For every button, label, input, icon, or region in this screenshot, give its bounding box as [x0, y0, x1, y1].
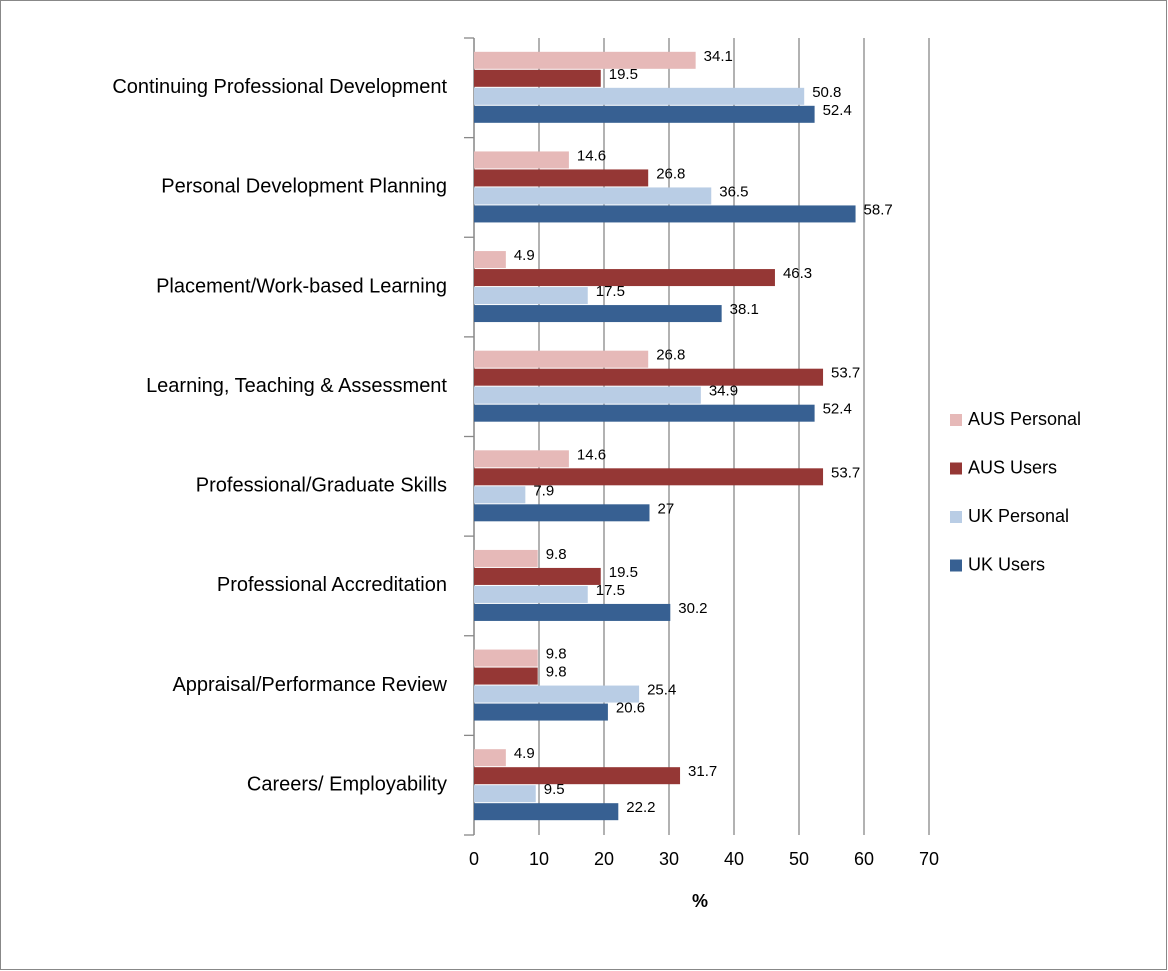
value-label: 26.8: [656, 165, 685, 182]
value-label: 9.8: [546, 546, 567, 563]
legend-label: AUS Users: [968, 457, 1057, 477]
bar: [474, 151, 569, 169]
value-label: 30.2: [678, 600, 707, 617]
value-label: 34.9: [709, 383, 738, 400]
value-label: 52.4: [823, 102, 852, 119]
legend-swatch: [950, 559, 962, 572]
bar: [474, 685, 640, 703]
value-label: 22.2: [626, 799, 655, 816]
value-label: 58.7: [864, 201, 893, 218]
x-tick-label: 30: [659, 849, 679, 869]
bar: [474, 468, 824, 486]
value-label: 17.5: [596, 582, 625, 599]
legend-swatch: [950, 462, 962, 475]
x-tick-label: 0: [469, 849, 479, 869]
y-tick-label: Learning, Teaching & Assessment: [146, 375, 447, 397]
bar: [474, 486, 526, 504]
legend-label: UK Personal: [968, 506, 1069, 526]
value-label: 19.5: [609, 564, 638, 581]
bar: [474, 567, 601, 585]
y-tick-label: Professional Accreditation: [217, 574, 447, 596]
value-label: 25.4: [647, 682, 676, 699]
value-label: 34.1: [704, 48, 733, 65]
value-label: 20.6: [616, 700, 645, 717]
x-tick-label: 40: [724, 849, 744, 869]
legend-label: AUS Personal: [968, 409, 1081, 429]
bar: [474, 305, 722, 323]
value-label: 53.7: [831, 464, 860, 481]
value-label: 50.8: [812, 84, 841, 101]
bar: [474, 585, 588, 603]
value-label: 26.8: [656, 347, 685, 364]
value-label: 9.8: [546, 664, 567, 681]
x-axis-label: %: [692, 891, 708, 911]
legend-swatch: [950, 511, 962, 523]
bar: [474, 350, 649, 368]
value-label: 9.5: [544, 781, 565, 798]
value-label: 4.9: [514, 745, 535, 762]
y-tick-label: Appraisal/Performance Review: [172, 674, 447, 696]
bar: [474, 667, 538, 685]
bar: [474, 785, 536, 803]
value-label: 9.8: [546, 646, 567, 663]
bar: [474, 251, 506, 269]
value-label: 19.5: [609, 66, 638, 83]
bar: [474, 205, 856, 223]
legend-label: UK Users: [968, 554, 1045, 574]
y-tick-label: Placement/Work-based Learning: [156, 275, 447, 297]
bar: [474, 749, 506, 767]
x-tick-label: 70: [919, 849, 939, 869]
bar: [474, 603, 671, 621]
value-label: 52.4: [823, 401, 852, 418]
x-tick-label: 20: [594, 849, 614, 869]
legend-swatch: [950, 414, 962, 426]
value-label: 7.9: [533, 482, 554, 499]
bar: [474, 649, 538, 667]
bar: [474, 87, 805, 105]
y-tick-label: Personal Development Planning: [161, 176, 447, 198]
bar: [474, 368, 824, 386]
y-tick-label: Professional/Graduate Skills: [196, 475, 447, 497]
value-label: 14.6: [577, 147, 606, 164]
value-label: 31.7: [688, 763, 717, 780]
value-label: 46.3: [783, 265, 812, 282]
value-label: 38.1: [730, 301, 759, 318]
bar: [474, 767, 681, 785]
value-label: 14.6: [577, 446, 606, 463]
bar: [474, 69, 601, 87]
x-tick-label: 50: [789, 849, 809, 869]
bar: [474, 803, 619, 821]
bar: [474, 703, 608, 721]
bar: [474, 549, 538, 567]
x-tick-label: 10: [529, 849, 549, 869]
y-tick-label: Continuing Professional Development: [112, 76, 447, 98]
bar: [474, 504, 650, 522]
value-label: 4.9: [514, 247, 535, 264]
bar: [474, 51, 696, 69]
bar: [474, 404, 815, 422]
value-label: 36.5: [719, 183, 748, 200]
y-tick-label: Careers/ Employability: [247, 773, 447, 795]
bar: [474, 450, 569, 468]
bar: [474, 287, 588, 305]
bar: [474, 187, 712, 205]
value-label: 17.5: [596, 283, 625, 300]
value-label: 53.7: [831, 365, 860, 382]
x-tick-label: 60: [854, 849, 874, 869]
value-label: 27: [658, 500, 675, 517]
bar: [474, 169, 649, 187]
bar: [474, 386, 701, 404]
bar: [474, 269, 775, 287]
bar: [474, 105, 815, 123]
